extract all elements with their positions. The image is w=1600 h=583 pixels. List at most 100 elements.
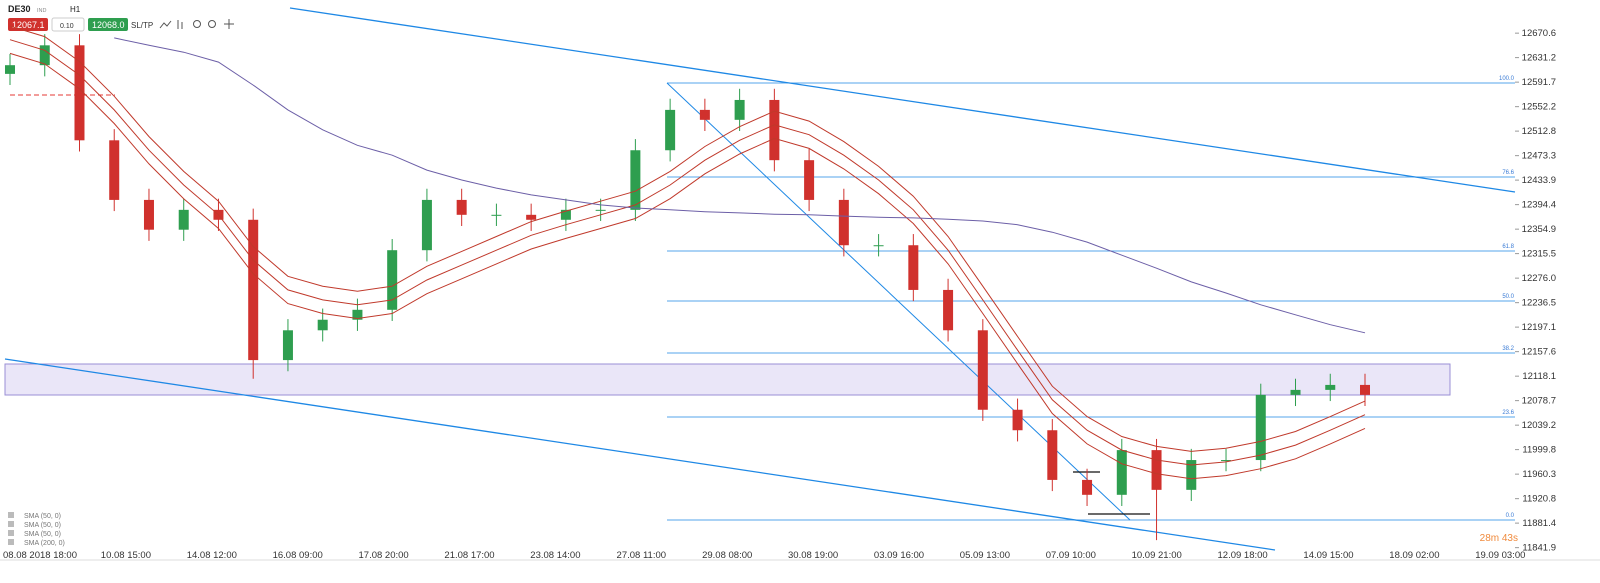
x-tick-label: 03.09 16:00 bbox=[874, 550, 924, 561]
x-tick-label: 08.08 2018 18:00 bbox=[3, 550, 77, 561]
y-tick-label: 12197.1 bbox=[1522, 322, 1556, 333]
x-tick-label: 10.08 15:00 bbox=[101, 550, 151, 561]
fib-label: 38.2 bbox=[1502, 346, 1514, 352]
market: IND bbox=[37, 8, 47, 14]
x-tick-label: 21.08 17:00 bbox=[444, 550, 494, 561]
x-tick-label: 05.09 13:00 bbox=[960, 550, 1010, 561]
y-tick-label: 12354.9 bbox=[1522, 224, 1556, 235]
buy-button[interactable] bbox=[88, 18, 128, 31]
interval[interactable]: H1 bbox=[70, 5, 81, 14]
x-tick-label: 12.09 18:00 bbox=[1218, 550, 1268, 561]
candle-body bbox=[5, 65, 15, 74]
y-tick-label: 12078.7 bbox=[1522, 396, 1556, 407]
x-tick-label: 19.09 03:00 bbox=[1475, 550, 1525, 561]
marker-lines[interactable] bbox=[1073, 471, 1150, 515]
x-tick-label: 17.08 20:00 bbox=[359, 550, 409, 561]
candle-body bbox=[1116, 450, 1127, 495]
candle-body bbox=[977, 330, 988, 410]
x-tick-label: 23.08 14:00 bbox=[530, 550, 580, 561]
zone[interactable] bbox=[4, 363, 1451, 396]
volume-input[interactable] bbox=[51, 17, 85, 32]
sell-button[interactable] bbox=[8, 18, 48, 31]
toolbar-icons[interactable] bbox=[159, 19, 234, 29]
fib-lines[interactable] bbox=[667, 82, 1515, 521]
candle-body bbox=[143, 199, 154, 230]
y-tick-label: 11881.4 bbox=[1522, 518, 1556, 529]
legend-entry: SMA (50, 0) bbox=[24, 531, 61, 538]
x-tick-label: 10.09 21:00 bbox=[1132, 550, 1182, 561]
candle-body bbox=[595, 209, 606, 211]
legend-icon bbox=[8, 530, 14, 536]
candle-body bbox=[943, 289, 954, 331]
fib-label: 76.6 bbox=[1502, 170, 1514, 176]
candle-body bbox=[769, 99, 780, 161]
y-tick-label: 12039.2 bbox=[1522, 420, 1556, 431]
y-tick-label: 12512.8 bbox=[1522, 126, 1556, 137]
candle-body bbox=[1012, 409, 1023, 431]
sltp-button[interactable]: SL/TP bbox=[131, 21, 153, 30]
y-tick-label: 11920.8 bbox=[1522, 494, 1556, 505]
fib-label: 100.0 bbox=[1499, 76, 1515, 82]
volume: 0.10 bbox=[60, 23, 74, 30]
y-tick-label: 11960.3 bbox=[1522, 469, 1556, 480]
candle-body bbox=[1325, 384, 1336, 390]
buy-price: 12068.0 bbox=[92, 20, 125, 30]
x-tick-label: 16.08 09:00 bbox=[273, 550, 323, 561]
legend-icon bbox=[8, 539, 14, 545]
sma-line bbox=[9, 25, 1366, 452]
plot: 12670.6 12631.2 12591.7 12552.2 12512.8 12473… bbox=[3, 25, 1556, 561]
candle-body bbox=[109, 140, 120, 200]
trend-lines[interactable] bbox=[4, 7, 1516, 551]
candle-body bbox=[665, 109, 676, 151]
candle-body bbox=[1151, 450, 1162, 490]
candle-body bbox=[838, 199, 849, 246]
x-tick-label: 27.08 11:00 bbox=[617, 550, 666, 561]
candle-body bbox=[178, 209, 189, 230]
timer: 28m 43s bbox=[1480, 533, 1518, 544]
candle-body bbox=[248, 219, 259, 361]
candle-body bbox=[387, 250, 398, 310]
candle-body bbox=[734, 99, 745, 120]
x-tick-label: 29.08 08:00 bbox=[702, 550, 752, 561]
y-tick-label: 12394.4 bbox=[1522, 200, 1556, 211]
fib-label: 23.6 bbox=[1502, 410, 1514, 416]
sma-line bbox=[114, 37, 1366, 334]
fib-label: 61.8 bbox=[1502, 244, 1514, 250]
candle-body bbox=[317, 319, 328, 331]
y-tick-label: 12276.0 bbox=[1522, 273, 1556, 284]
x-tick-label: 14.08 12:00 bbox=[187, 550, 237, 561]
candle-body bbox=[1290, 389, 1301, 395]
y-tick-label: 12552.2 bbox=[1522, 102, 1556, 113]
fib-label: 0.0 bbox=[1506, 513, 1515, 519]
candle-body bbox=[352, 309, 363, 320]
y-tick-label: 12433.9 bbox=[1522, 175, 1556, 186]
x-tick-label: 30.08 19:00 bbox=[788, 550, 838, 561]
candle-body bbox=[1082, 479, 1093, 495]
candle-body bbox=[873, 245, 884, 247]
sell-price: 12067.1 bbox=[12, 20, 45, 30]
candle-body bbox=[699, 109, 710, 120]
sma-line bbox=[9, 39, 1366, 466]
candle-body bbox=[804, 160, 815, 200]
candle-body bbox=[1047, 430, 1058, 480]
candle-body bbox=[560, 209, 571, 220]
candle-body bbox=[1360, 384, 1370, 395]
fib-label: 50.0 bbox=[1502, 294, 1514, 300]
candle-body bbox=[908, 245, 919, 290]
y-tick-label: 12473.3 bbox=[1522, 151, 1556, 162]
legend-entry: SMA (200, 0) bbox=[24, 540, 65, 547]
x-tick-label: 07.09 10:00 bbox=[1046, 550, 1096, 561]
candle-body bbox=[491, 214, 502, 216]
candle-body bbox=[630, 150, 641, 210]
candle-body bbox=[1186, 460, 1197, 490]
x-tick-label: 18.09 02:00 bbox=[1389, 550, 1439, 561]
candle-body bbox=[421, 199, 432, 251]
candle-body bbox=[39, 45, 50, 66]
y-tick-label: 12591.7 bbox=[1522, 77, 1556, 88]
x-tick-label: 14.09 15:00 bbox=[1303, 550, 1353, 561]
symbol[interactable]: DE30 bbox=[8, 4, 31, 14]
candle-body bbox=[1221, 460, 1232, 462]
candle-body bbox=[456, 199, 467, 215]
